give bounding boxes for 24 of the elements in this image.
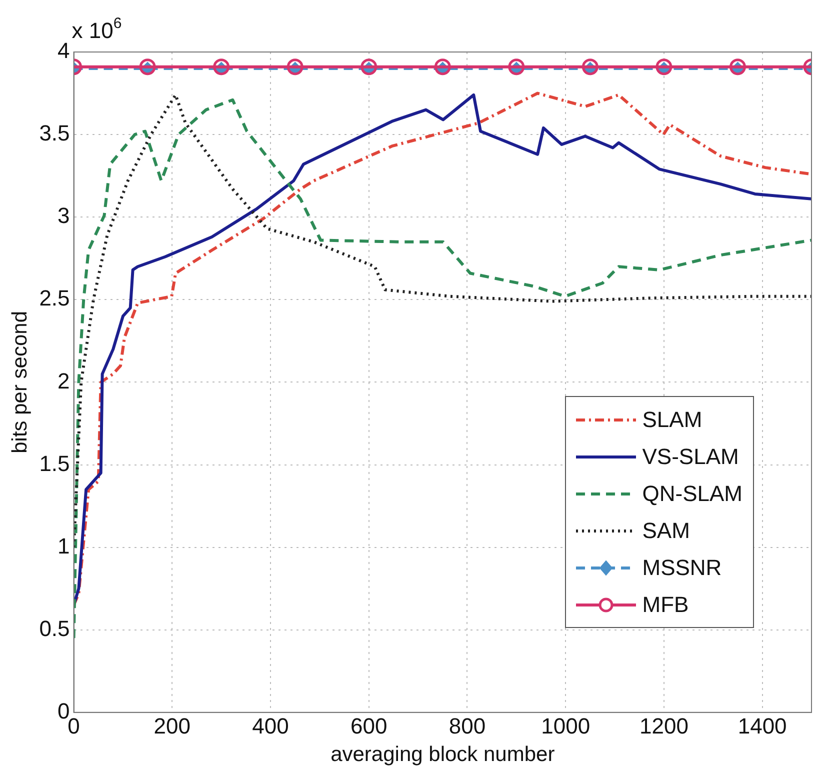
legend-label: MFB — [642, 591, 689, 620]
x-tick-label: 1200 — [639, 714, 688, 739]
y-tick-label: 0 — [58, 698, 70, 724]
y-tick-label: 4 — [58, 38, 70, 64]
legend-label: VS-SLAM — [642, 443, 739, 472]
x-tick-label: 1000 — [541, 714, 590, 739]
x-tick-label: 400 — [252, 714, 289, 739]
y-tick-label: 3.5 — [39, 120, 70, 146]
x-axis-title: averaging block number — [330, 743, 555, 766]
x-tick-label: 1400 — [738, 714, 787, 739]
y-tick-label: 1.5 — [39, 450, 70, 476]
y-tick-label: 0.5 — [39, 616, 70, 641]
y-tick-label: 3 — [58, 203, 70, 228]
legend-label: QN-SLAM — [642, 480, 742, 508]
legend-label: SAM — [642, 517, 690, 546]
x-tick-label: 200 — [154, 714, 191, 739]
legend-label: MSSNR — [642, 554, 722, 582]
y-tick-label: 2.5 — [39, 286, 70, 311]
y-axis-title: bits per second — [8, 310, 32, 454]
y-tick-label: 1 — [58, 533, 70, 558]
legend-label: SLAM — [642, 406, 702, 434]
x-tick-label: 800 — [448, 714, 486, 739]
y-tick-label: 2 — [58, 368, 70, 394]
x-tick-label: 600 — [350, 714, 388, 739]
